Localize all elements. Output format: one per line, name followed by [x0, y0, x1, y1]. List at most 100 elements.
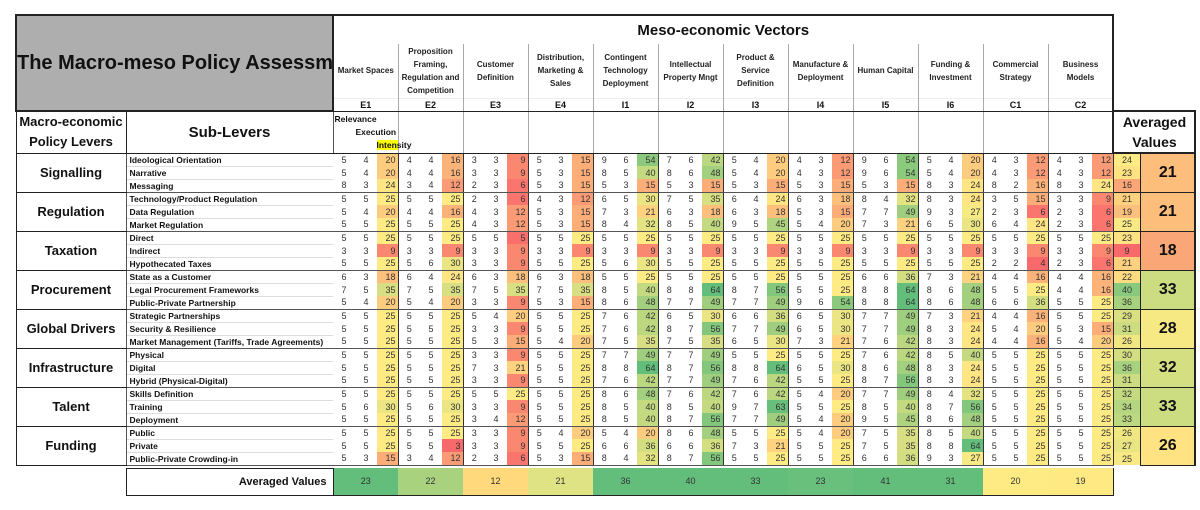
- relevance-label: Relevance: [334, 113, 377, 124]
- intensity-value: 49: [702, 296, 724, 310]
- intensity-value: 56: [702, 413, 724, 427]
- intensity-value: 25: [377, 347, 399, 361]
- execution-value: 5: [680, 269, 702, 283]
- execution-value: 7: [753, 401, 759, 412]
- relevance-value: 8: [593, 386, 615, 400]
- relevance-value: 8: [666, 323, 672, 334]
- execution-value: 3: [550, 179, 572, 193]
- relevance-value: 7: [853, 347, 875, 361]
- intensity-value: 25: [832, 269, 854, 283]
- intensity-value: 16: [1027, 179, 1049, 193]
- execution-value: 5: [680, 218, 702, 232]
- table-row: Data Regulation 5 4 20 4 4 16 4 3 12 5 3 15 7 3 21 6 3 18 6…: [16, 205, 1195, 219]
- intensity-value: 25: [377, 335, 399, 349]
- intensity-value: 24: [442, 269, 464, 283]
- execution-value: 4: [948, 167, 954, 178]
- relevance-value: 8: [731, 362, 737, 373]
- intensity-value: 25: [767, 269, 789, 283]
- relevance-value: 3: [471, 245, 477, 256]
- intensity-value: 25: [377, 257, 399, 271]
- relevance-value: 4: [983, 335, 1005, 349]
- vector-average: 36: [593, 468, 658, 496]
- sub-lever-name: Public-Private Crowding-in: [126, 452, 333, 466]
- intensity-value: 15: [702, 179, 724, 193]
- intensity-value: 40: [637, 413, 659, 427]
- intensity-value: 9: [507, 244, 529, 257]
- execution-value: 6: [875, 335, 897, 349]
- intensity-value: 16: [1092, 269, 1114, 283]
- execution-value: 5: [1078, 362, 1084, 373]
- sub-lever-name: Deployment: [126, 413, 333, 427]
- row-average: 32: [1112, 386, 1141, 400]
- legend-cell: [852, 111, 918, 154]
- relevance-value: 7: [658, 374, 680, 388]
- relevance-value: 5: [333, 386, 355, 400]
- vector-code: I1: [592, 97, 658, 112]
- execution-value: 3: [1078, 323, 1084, 334]
- intensity-value: 35: [702, 191, 724, 205]
- relevance-value: 8: [918, 374, 940, 388]
- intensity-value: 25: [442, 230, 464, 244]
- intensity-value: 15: [572, 166, 594, 179]
- intensity-value: 25: [1027, 374, 1049, 388]
- execution-value: 4: [745, 191, 767, 205]
- intensity-value: 35: [442, 283, 464, 296]
- execution-value: 5: [1005, 374, 1027, 388]
- relevance-value: 8: [593, 452, 615, 466]
- relevance-value: 8: [926, 440, 932, 451]
- relevance-value: 2: [1048, 257, 1070, 271]
- relevance-value: 4: [406, 206, 412, 217]
- relevance-value: 3: [991, 245, 997, 256]
- relevance-value: 5: [398, 296, 420, 310]
- relevance-value: 8: [918, 425, 940, 439]
- intensity-value: 25: [442, 374, 464, 388]
- relevance-value: 5: [658, 230, 680, 244]
- execution-value: 5: [1070, 308, 1092, 322]
- execution-value: 3: [810, 191, 832, 205]
- relevance-value: 8: [593, 413, 615, 427]
- intensity-value: 21: [507, 361, 529, 374]
- relevance-value: 5: [788, 269, 810, 283]
- intensity-value: 15: [637, 179, 659, 193]
- execution-value: 5: [420, 425, 442, 439]
- intensity-value: 18: [572, 269, 594, 283]
- execution-value: 3: [940, 452, 962, 466]
- execution-value: 5: [615, 269, 637, 283]
- execution-value: 4: [550, 335, 572, 349]
- execution-value: 5: [1078, 440, 1084, 451]
- intensity-value: 25: [1027, 283, 1049, 296]
- intensity-value: 32: [637, 218, 659, 232]
- relevance-value: 5: [341, 206, 347, 217]
- intensity-value: 25: [1092, 400, 1114, 413]
- intensity-value: 25: [1027, 439, 1049, 452]
- intensity-value: 12: [1027, 166, 1049, 179]
- intensity-value: 15: [832, 179, 854, 193]
- execution-value: 5: [1005, 452, 1027, 466]
- relevance-value: 8: [853, 191, 875, 205]
- intensity-value: 18: [507, 269, 529, 283]
- execution-value: 3: [1070, 191, 1092, 205]
- vector-code: C1: [982, 97, 1048, 112]
- execution-value: 3: [1013, 206, 1019, 217]
- execution-value: 3: [623, 206, 629, 217]
- relevance-value: 5: [918, 230, 940, 244]
- execution-value: 5: [485, 386, 507, 400]
- lever-infrastructure: Infrastructure: [15, 348, 127, 388]
- intensity-value: 16: [1027, 269, 1049, 283]
- execution-value: 5: [818, 440, 824, 451]
- intensity-value: 25: [1092, 439, 1114, 452]
- relevance-value: 7: [406, 284, 412, 295]
- execution-value: 5: [1005, 386, 1027, 400]
- intensity-value: 40: [962, 347, 984, 361]
- table-row: Hybrid (Physical-Digital) 5 5 25 5 5 25 3 3 9 5 5 25…: [16, 374, 1195, 388]
- intensity-value: 64: [897, 283, 919, 296]
- execution-value: 4: [615, 218, 637, 232]
- relevance-value: 9: [853, 413, 875, 427]
- relevance-value: 6: [463, 269, 485, 283]
- execution-value: 3: [493, 245, 499, 256]
- intensity-value: 9: [507, 374, 529, 388]
- intensity-value: 30: [962, 218, 984, 232]
- relevance-value: 3: [471, 167, 477, 178]
- relevance-value: 4: [1056, 167, 1062, 178]
- execution-value: 5: [558, 440, 564, 451]
